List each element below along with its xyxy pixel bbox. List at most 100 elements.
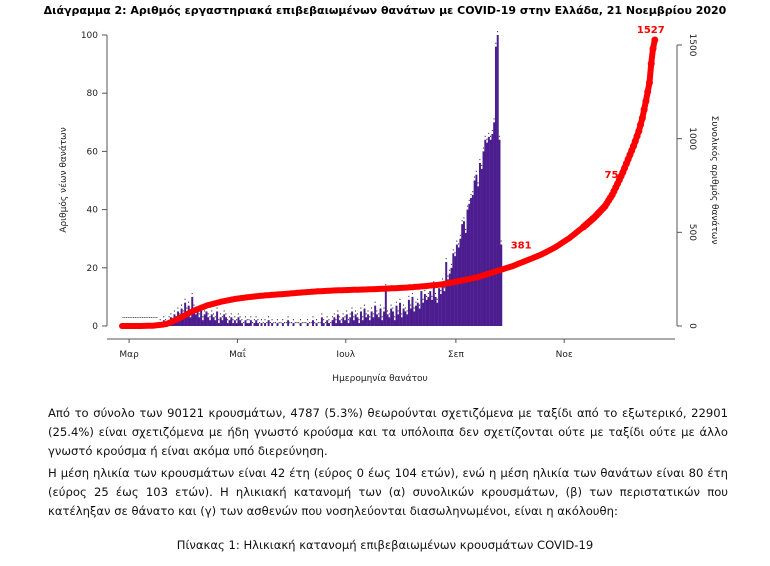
y2-axis-label: Συνολικός αριθμός θανάτων bbox=[709, 116, 720, 245]
cumulative-line bbox=[119, 36, 658, 329]
bar-data-label bbox=[406, 310, 408, 312]
bar-data-label bbox=[452, 249, 454, 251]
bar bbox=[486, 142, 489, 326]
bar bbox=[232, 323, 235, 326]
bar-data-label bbox=[465, 228, 467, 231]
bars-group bbox=[122, 31, 503, 326]
x-tick-label: Σεπ bbox=[448, 350, 465, 360]
bar bbox=[171, 323, 174, 326]
bar bbox=[397, 314, 400, 326]
bar-data-label bbox=[150, 317, 153, 318]
bar-data-label bbox=[241, 319, 243, 321]
bar-data-label bbox=[143, 317, 145, 318]
bar bbox=[356, 317, 359, 326]
bar bbox=[457, 247, 460, 326]
y-tick-label: 20 bbox=[87, 264, 99, 274]
bar-data-label bbox=[372, 313, 374, 315]
bar-data-label bbox=[173, 310, 175, 312]
bar-data-label bbox=[138, 317, 140, 318]
x-tick-label: Ιουλ bbox=[336, 350, 355, 360]
bar-data-label bbox=[170, 313, 172, 315]
bar bbox=[416, 302, 419, 326]
bar-data-label bbox=[223, 310, 225, 312]
bar bbox=[482, 151, 485, 326]
bar-data-label bbox=[298, 322, 300, 324]
cumulative-point bbox=[642, 97, 650, 105]
bar-data-label bbox=[141, 317, 144, 318]
bar-data-label bbox=[344, 316, 346, 318]
bar-data-label bbox=[477, 182, 479, 184]
bar bbox=[375, 314, 378, 326]
bar-data-label bbox=[131, 317, 133, 318]
bar-data-label bbox=[365, 313, 367, 315]
bar-data-label bbox=[165, 319, 167, 321]
bar-data-label bbox=[300, 319, 301, 321]
bar bbox=[264, 323, 267, 326]
bar-data-label bbox=[212, 313, 214, 315]
bar bbox=[209, 320, 211, 326]
bar-data-label bbox=[447, 275, 449, 277]
bar bbox=[473, 180, 476, 326]
bar-data-label bbox=[264, 319, 266, 321]
bar-data-label bbox=[463, 217, 465, 219]
bar bbox=[328, 323, 330, 326]
bar-data-label bbox=[466, 205, 468, 207]
bar bbox=[306, 323, 309, 326]
bar bbox=[462, 221, 465, 326]
bar-data-label bbox=[403, 304, 405, 306]
bar bbox=[237, 317, 240, 326]
bar-data-label bbox=[315, 319, 317, 321]
bar-data-label bbox=[230, 313, 232, 315]
bar-data-label bbox=[404, 307, 406, 309]
cumulative-point bbox=[649, 45, 657, 53]
paragraph-source-breakdown: Από το σύνολο των 90121 κρουσμάτων, 4787… bbox=[48, 406, 728, 458]
bar-data-label bbox=[440, 289, 442, 292]
bar bbox=[219, 317, 222, 326]
bar bbox=[315, 323, 318, 326]
bar-data-label bbox=[335, 319, 337, 321]
bar-data-label bbox=[445, 257, 447, 260]
bar bbox=[372, 317, 375, 326]
cumulative-point bbox=[645, 78, 653, 86]
bar bbox=[246, 323, 249, 326]
bar-data-label bbox=[449, 269, 451, 271]
bar-data-label bbox=[163, 316, 165, 318]
bar bbox=[477, 186, 480, 326]
x-axis-label: Ημερομηνία θανάτου bbox=[332, 374, 427, 384]
bar-data-label bbox=[301, 322, 303, 324]
bar bbox=[340, 323, 343, 326]
bar-data-label bbox=[237, 313, 239, 315]
bar-data-label bbox=[227, 319, 229, 321]
bar-data-label bbox=[474, 176, 476, 178]
bar bbox=[409, 308, 412, 326]
bar-data-label bbox=[214, 316, 216, 318]
bar bbox=[292, 323, 295, 326]
bar bbox=[189, 317, 192, 326]
bar bbox=[352, 320, 355, 326]
bar-data-label bbox=[248, 319, 250, 321]
bar-data-label bbox=[399, 298, 401, 300]
bar bbox=[178, 317, 181, 326]
bar-data-label bbox=[220, 313, 222, 315]
bar bbox=[344, 320, 346, 326]
bar-data-label bbox=[122, 317, 124, 318]
bar bbox=[399, 302, 402, 326]
bar bbox=[379, 308, 382, 326]
bar-data-label bbox=[216, 307, 218, 309]
bar-data-label bbox=[323, 319, 325, 321]
bar bbox=[361, 320, 364, 326]
bar-data-label bbox=[250, 316, 252, 318]
bar-data-label bbox=[431, 295, 433, 298]
bar-data-label bbox=[269, 322, 271, 324]
bar-data-label bbox=[246, 319, 248, 321]
y-tick-label: 60 bbox=[87, 147, 99, 157]
table-caption: Πίνακας 1: Ηλικιακή κατανομή επιβεβαιωμέ… bbox=[176, 538, 594, 552]
bar bbox=[471, 195, 474, 326]
bar-data-label bbox=[468, 199, 470, 201]
bar bbox=[494, 46, 497, 326]
bar bbox=[276, 323, 279, 326]
bar-data-label bbox=[326, 316, 328, 318]
bar bbox=[333, 317, 336, 326]
bar-data-label bbox=[273, 322, 275, 324]
